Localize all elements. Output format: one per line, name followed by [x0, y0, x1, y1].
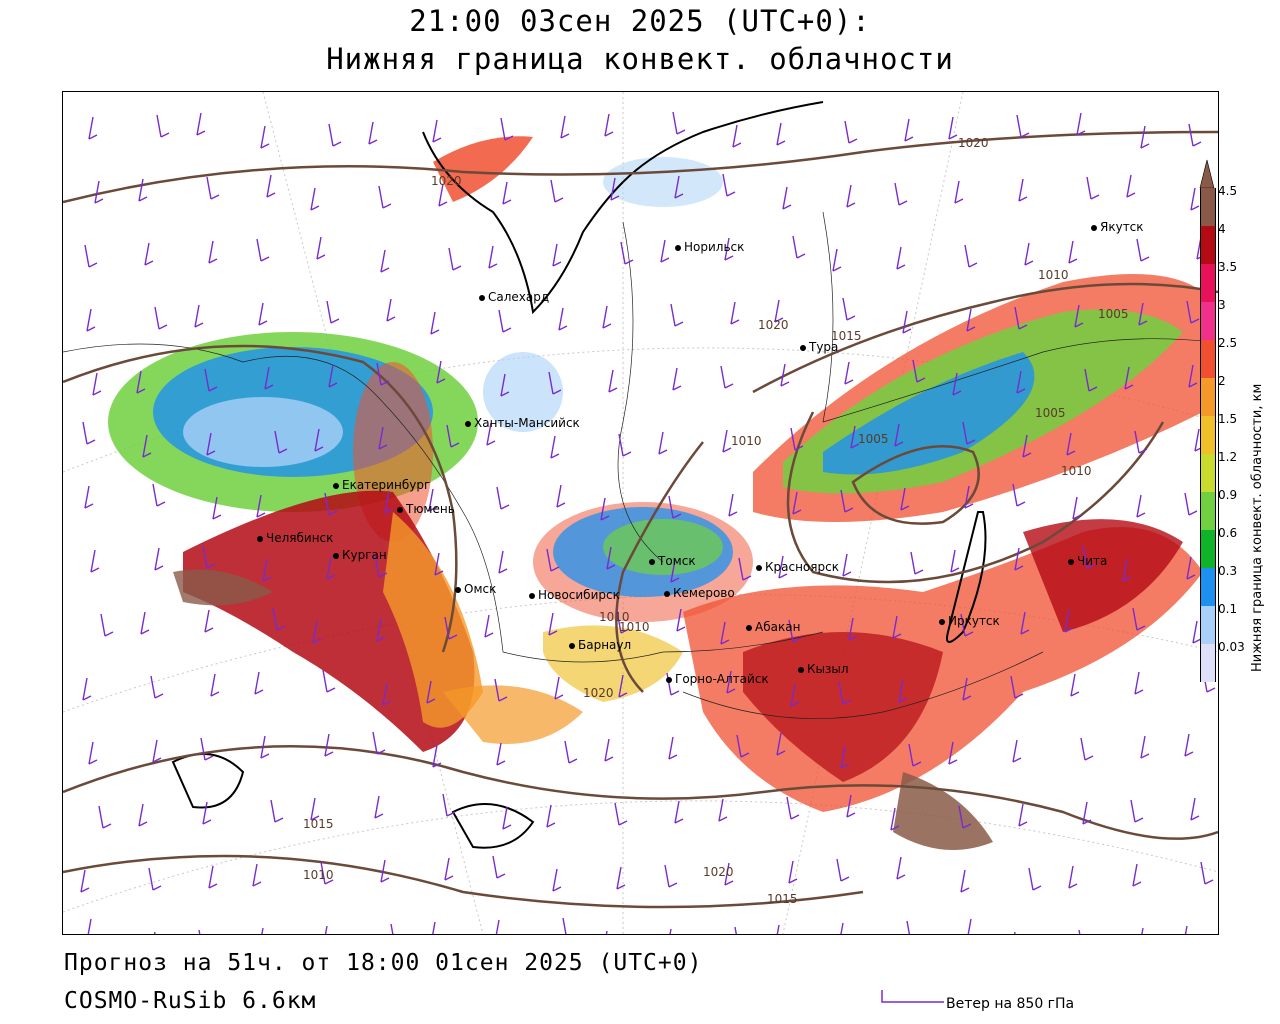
legend-tick-label: 0.6 — [1218, 526, 1238, 540]
legend-tick-label: 0.9 — [1218, 488, 1238, 502]
isobar-label: 1020 — [703, 865, 734, 879]
legend-tick-label: 2 — [1218, 374, 1226, 388]
legend-tick-label: 0.3 — [1218, 564, 1238, 578]
cloud-field-west — [108, 332, 478, 542]
forecast-info: Прогноз на 51ч. от 18:00 01сен 2025 (UTC… — [64, 950, 703, 976]
isobar-label: 1020 — [583, 686, 614, 700]
isobars — [63, 130, 1218, 909]
color-legend: 4.5 4 3.5 3 2.5 2 1.5 1.2 0.9 0.6 0.3 0.1 0.03 — [1198, 159, 1268, 682]
map-subtitle: Нижняя граница конвект. облачности — [326, 42, 954, 76]
legend-tick-label: 0.03 — [1218, 640, 1245, 654]
isobar-label: 1005 — [1098, 307, 1129, 321]
city-label: Кызыл — [798, 662, 849, 676]
legend-swatch — [1200, 530, 1216, 568]
city-label: Омск — [455, 582, 496, 596]
legend-swatch — [1200, 340, 1216, 378]
wind-legend-icon — [881, 990, 944, 1003]
legend-swatch — [1200, 454, 1216, 492]
city-label: Иркутск — [939, 614, 1000, 628]
city-label: Курган — [333, 548, 387, 562]
cloud-field-south — [443, 519, 1203, 850]
legend-swatch — [1200, 568, 1216, 606]
city-label: Ханты-Мансийск — [465, 416, 580, 430]
isobar-label: 1010 — [731, 434, 762, 448]
legend-swatch — [1200, 416, 1216, 454]
forecast-map: 1020 1020 1020 1015 1010 1005 1005 1005 … — [62, 91, 1219, 935]
city-label: Красноярск — [756, 560, 839, 574]
isobar-label: 1005 — [1035, 406, 1066, 420]
legend-swatch — [1200, 644, 1216, 682]
city-label: Тура — [800, 340, 838, 354]
isobar-label: 1020 — [431, 174, 462, 188]
legend-tick-label: 2.5 — [1218, 336, 1238, 350]
legend-tick-label: 1.2 — [1218, 450, 1238, 464]
wind-legend-label: Ветер на 850 гПа — [946, 996, 1075, 1012]
legend-swatch — [1200, 226, 1216, 264]
city-label: Тюмень — [397, 502, 455, 516]
legend-tick-label: 1.5 — [1218, 412, 1238, 426]
admin-borders — [63, 211, 1214, 720]
city-label: Абакан — [746, 620, 800, 634]
legend-swatch — [1200, 188, 1216, 226]
isobar-label: 1010 — [1038, 268, 1069, 282]
cloud-field-central — [533, 502, 753, 622]
legend-swatch — [1200, 302, 1216, 340]
city-label: Екатеринбург — [333, 478, 430, 492]
legend-swatch — [1200, 606, 1216, 644]
city-label: Горно-Алтайск — [666, 672, 769, 686]
isobar-label: 1015 — [767, 892, 798, 906]
model-name: COSMO-RuSib 6.6км — [64, 988, 317, 1014]
isobar-label: 1010 — [619, 620, 650, 634]
cloud-field-urals — [173, 490, 483, 752]
isobar-label: 1010 — [599, 610, 630, 624]
city-label: Челябинск — [257, 531, 333, 545]
city-label: Кемерово — [664, 586, 735, 600]
legend-swatch — [1200, 378, 1216, 416]
city-label: Барнаул — [569, 638, 631, 652]
legend-tick-label: 3.5 — [1218, 260, 1238, 274]
isobar-label: 1010 — [1061, 464, 1092, 478]
wind-barbs — [80, 111, 1216, 934]
isobar-label: 1015 — [303, 817, 334, 831]
legend-swatch — [1200, 264, 1216, 302]
city-label: Томск — [649, 554, 696, 568]
cloud-field-north — [433, 136, 723, 432]
legend-swatch — [1200, 492, 1216, 530]
isobar-label: 1015 — [831, 329, 862, 343]
legend-tick-label: 4.5 — [1218, 184, 1238, 198]
legend-top-cap — [1199, 159, 1215, 188]
map-title: 21:00 03сен 2025 (UTC+0): — [409, 4, 871, 38]
legend-tick-label: 4 — [1218, 222, 1226, 236]
city-label: Новосибирск — [529, 588, 620, 602]
city-label: Норильск — [675, 240, 744, 254]
isobar-label: 1005 — [858, 432, 889, 446]
legend-title: Нижняя граница конвект. облачности, км — [1250, 383, 1265, 672]
city-label: Якутск — [1091, 220, 1144, 234]
city-label: Салехард — [479, 290, 549, 304]
map-canvas — [63, 92, 1218, 934]
isobar-label: 1020 — [958, 136, 989, 150]
city-label: Чита — [1068, 554, 1107, 568]
isobar-label: 1020 — [758, 318, 789, 332]
isobar-label: 1010 — [303, 868, 334, 882]
legend-tick-label: 0.1 — [1218, 602, 1238, 616]
cloud-field-east — [753, 274, 1203, 522]
legend-tick-label: 3 — [1218, 298, 1226, 312]
